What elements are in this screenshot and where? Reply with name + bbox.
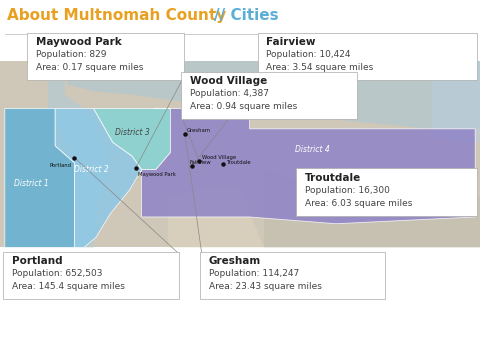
Text: Area: 0.94 square miles: Area: 0.94 square miles (190, 102, 297, 111)
FancyBboxPatch shape (27, 33, 184, 80)
Text: Area: 0.17 square miles: Area: 0.17 square miles (36, 63, 144, 72)
Text: Area: 145.4 square miles: Area: 145.4 square miles (12, 282, 125, 291)
FancyBboxPatch shape (181, 72, 357, 119)
Text: Population: 652,503: Population: 652,503 (12, 269, 103, 278)
Text: Population: 829: Population: 829 (36, 50, 107, 59)
Text: Maywood Park: Maywood Park (36, 37, 122, 47)
Text: District 2: District 2 (74, 165, 108, 174)
Text: District 3: District 3 (115, 128, 149, 137)
Polygon shape (67, 61, 480, 129)
Polygon shape (5, 108, 74, 247)
Text: Troutdale: Troutdale (227, 160, 252, 165)
Polygon shape (48, 61, 108, 247)
Text: Population: 4,387: Population: 4,387 (190, 89, 269, 98)
FancyBboxPatch shape (296, 168, 477, 216)
FancyBboxPatch shape (200, 252, 385, 299)
Text: // Cities: // Cities (214, 8, 278, 23)
Text: Maywood Park: Maywood Park (138, 172, 176, 177)
Text: Gresham: Gresham (209, 256, 261, 266)
Text: Fairview: Fairview (266, 37, 316, 47)
Polygon shape (168, 190, 264, 247)
Polygon shape (55, 108, 142, 247)
Polygon shape (94, 108, 170, 170)
Text: About Multnomah County: About Multnomah County (7, 8, 232, 23)
Polygon shape (264, 170, 480, 247)
Text: Troutdale: Troutdale (305, 173, 361, 183)
Text: Population: 10,424: Population: 10,424 (266, 50, 351, 59)
FancyBboxPatch shape (3, 252, 179, 299)
Text: Wood Village: Wood Village (190, 76, 267, 86)
Text: Area: 3.54 square miles: Area: 3.54 square miles (266, 63, 373, 72)
Polygon shape (432, 61, 480, 142)
Text: Area: 6.03 square miles: Area: 6.03 square miles (305, 199, 412, 207)
Text: Fairview: Fairview (190, 160, 211, 165)
Text: Population: 16,300: Population: 16,300 (305, 186, 390, 195)
Text: Wood Village: Wood Village (202, 155, 236, 160)
Text: Gresham: Gresham (187, 128, 211, 133)
Bar (0, 61, 480, 247)
Text: District 4: District 4 (295, 145, 329, 154)
FancyBboxPatch shape (258, 33, 477, 80)
Polygon shape (142, 108, 475, 224)
Text: Area: 23.43 square miles: Area: 23.43 square miles (209, 282, 322, 291)
Text: Population: 114,247: Population: 114,247 (209, 269, 299, 278)
Text: District 1: District 1 (14, 179, 48, 187)
Text: Portland: Portland (50, 163, 72, 167)
Text: Portland: Portland (12, 256, 62, 266)
